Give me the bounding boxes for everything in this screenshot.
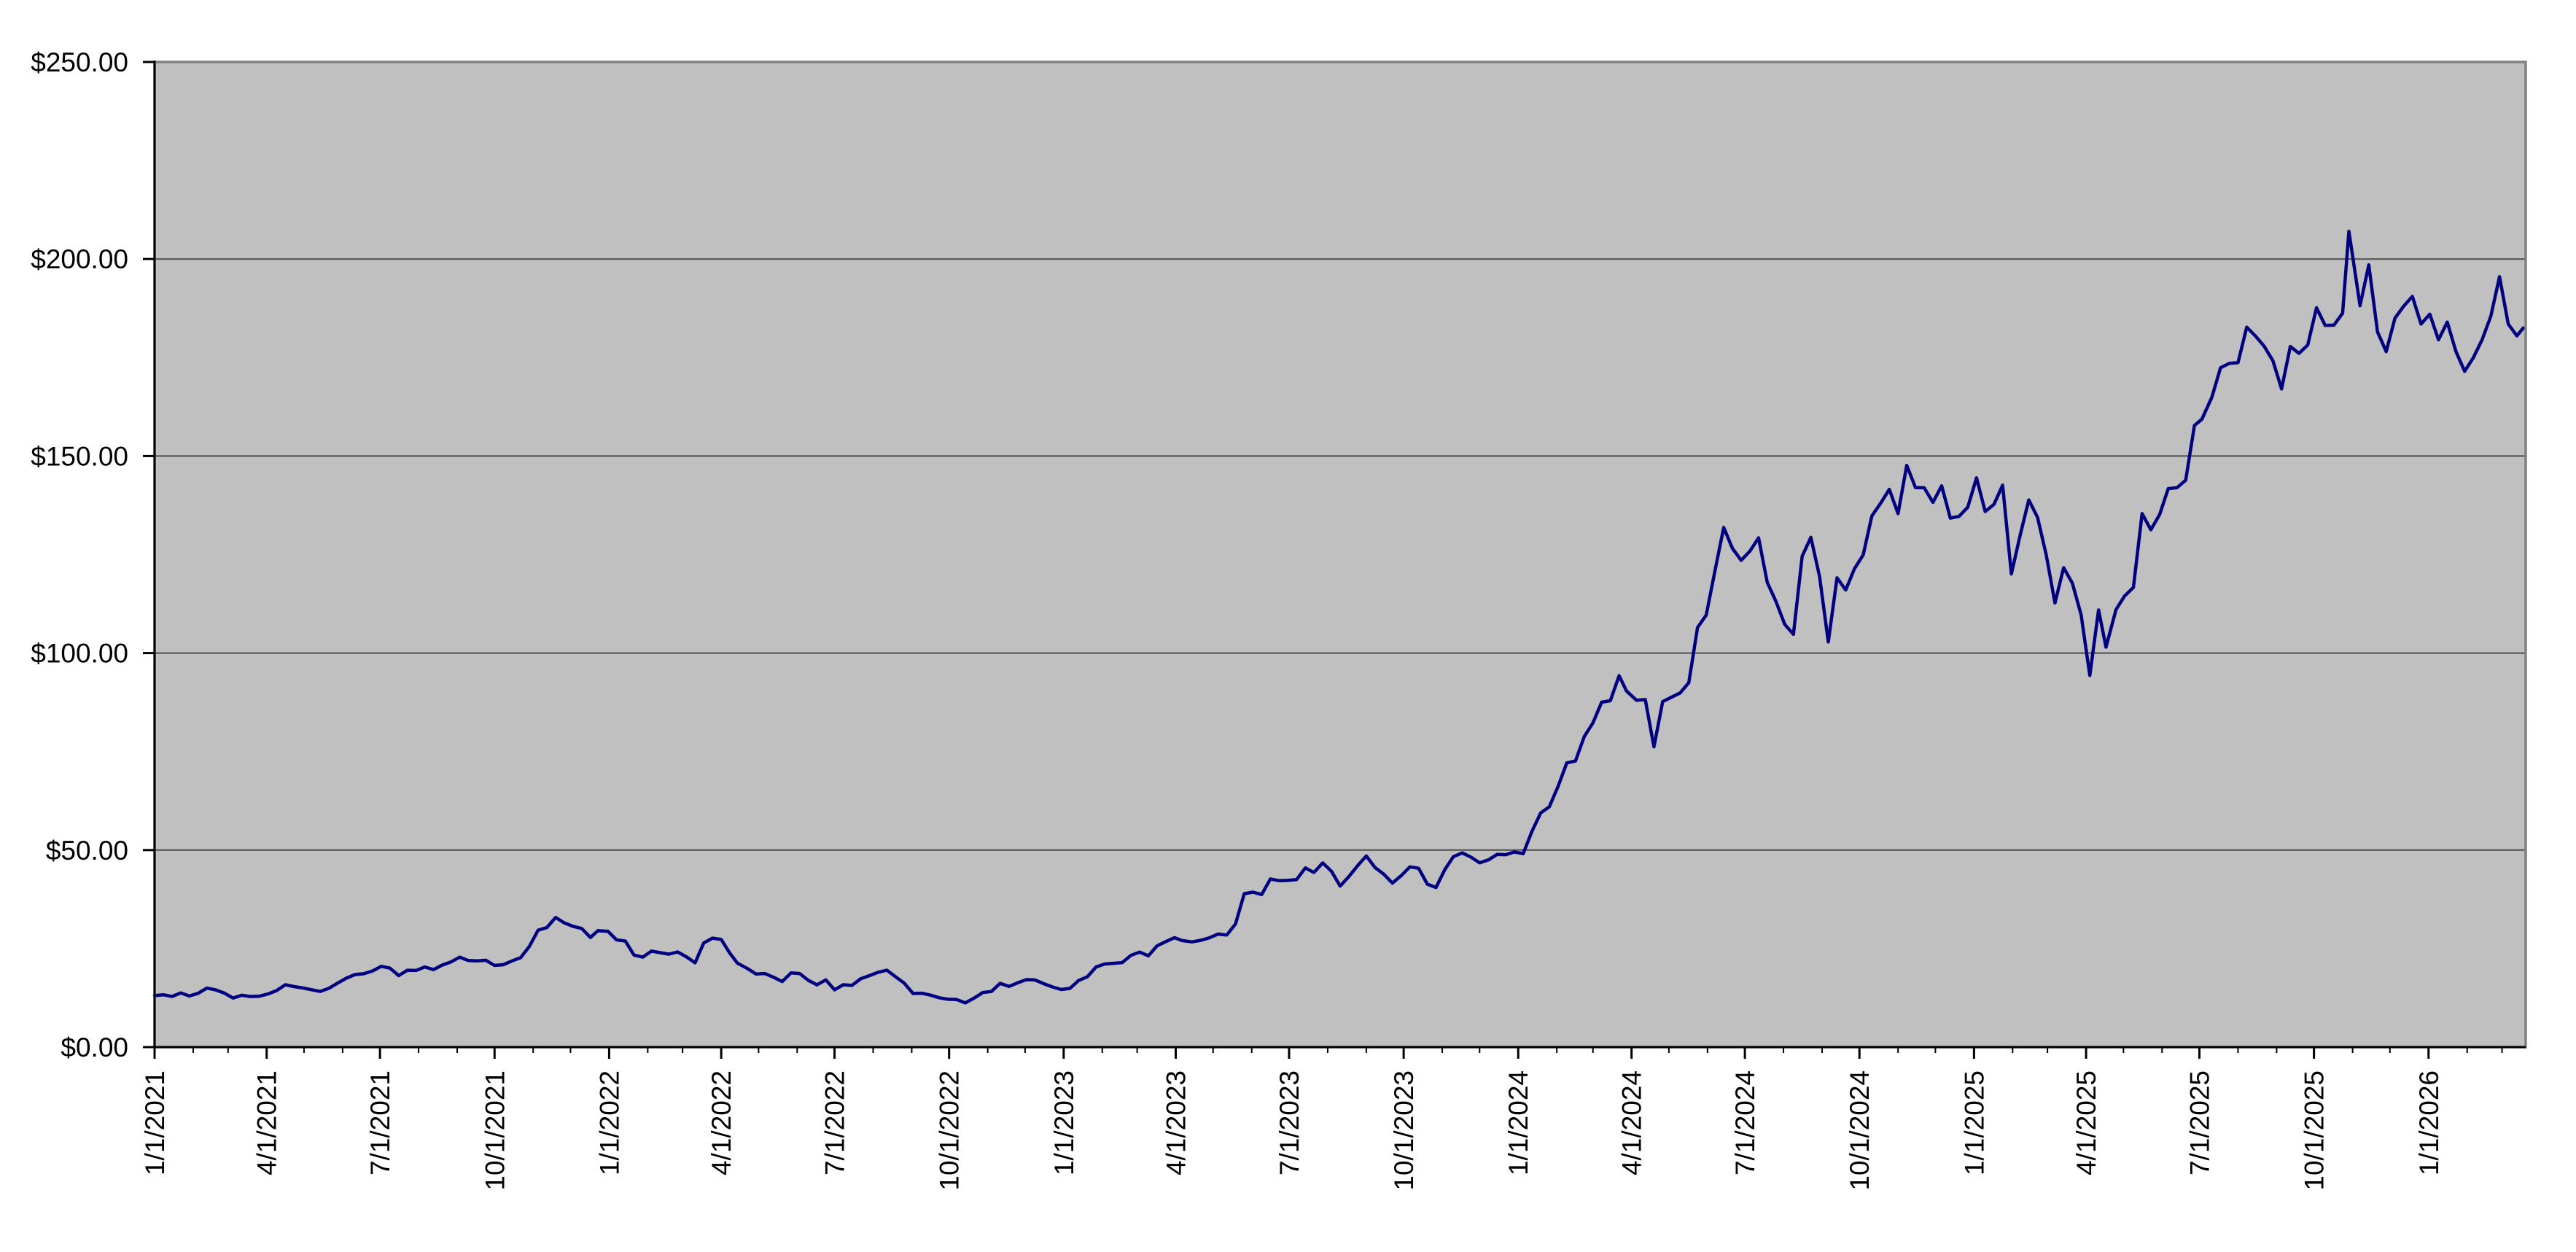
y-tick-label: $50.00 [46,836,128,866]
x-tick-label: 7/1/2025 [2185,1070,2215,1175]
x-tick-label: 4/1/2025 [2071,1070,2101,1175]
y-axis: $0.00 $50.00 $100.00 $150.00 $200.00 $250.00 [31,47,155,1062]
x-tick-label: 1/1/2023 [1049,1070,1079,1175]
x-tick-label: 1/1/2026 [2414,1070,2444,1175]
x-tick-label: 1/1/2021 [140,1070,170,1175]
x-tick-label: 1/1/2025 [1959,1070,1989,1175]
x-tick-label: 4/1/2023 [1161,1070,1191,1175]
x-minor-ticks [192,1047,2503,1053]
y-tick-label: $0.00 [61,1033,128,1062]
x-axis: 1/1/2021 4/1/2021 7/1/2021 10/1/2021 1/1/202… [140,1047,2444,1191]
price-line [152,229,2525,1005]
axes [153,61,2526,1049]
y-tick-label: $150.00 [31,441,128,471]
y-tick-label: $100.00 [31,639,128,669]
y-tick-label: $250.00 [31,47,128,77]
x-tick-label: 10/1/2024 [1845,1070,1875,1191]
x-tick-label: 10/1/2021 [480,1070,510,1191]
x-tick-label: 4/1/2024 [1617,1070,1647,1175]
x-tick-label: 7/1/2024 [1730,1070,1760,1175]
x-tick-label: 10/1/2023 [1389,1070,1419,1191]
x-tick-label: 7/1/2021 [365,1070,395,1175]
x-tick-label: 10/1/2025 [2300,1070,2330,1191]
x-tick-label: 1/1/2022 [594,1070,624,1175]
plot-area [155,62,2526,1047]
x-tick-label: 4/1/2021 [252,1070,282,1175]
x-tick-label: 7/1/2022 [820,1070,850,1175]
x-tick-label: 10/1/2022 [935,1070,965,1191]
y-tick-label: $200.00 [31,244,128,274]
x-tick-label: 4/1/2022 [707,1070,736,1175]
x-tick-label: 1/1/2024 [1503,1070,1533,1175]
x-tick-label: 7/1/2023 [1275,1070,1304,1175]
